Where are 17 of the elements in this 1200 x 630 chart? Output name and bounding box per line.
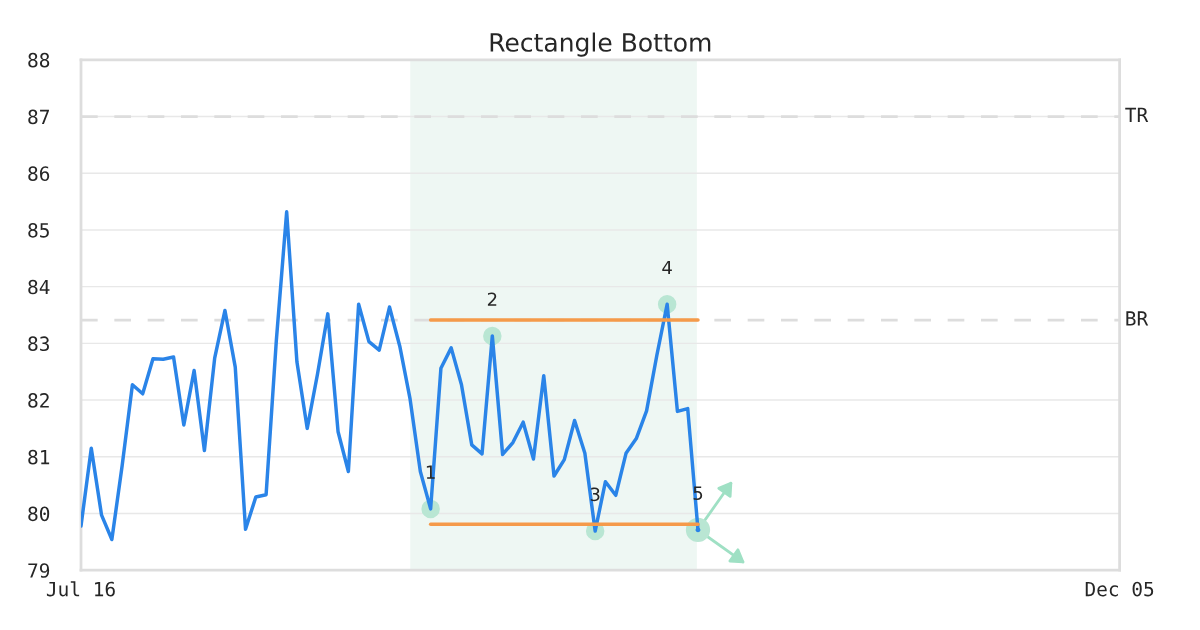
x-tick-label: Jul 16 <box>46 581 115 597</box>
ref-line-label: BR <box>1126 311 1149 326</box>
annotation: 4 <box>662 260 672 275</box>
y-tick-label: 85 <box>28 222 49 238</box>
y-tick-label: 87 <box>28 109 49 125</box>
y-tick-label: 83 <box>28 336 49 352</box>
y-tick-label: 84 <box>28 279 50 295</box>
y-tick-label: 88 <box>28 52 50 68</box>
y-tick-label: 79 <box>28 563 50 578</box>
y-tick-label: 81 <box>28 449 50 465</box>
y-tick-label: 80 <box>28 506 50 522</box>
x-tick-label: Dec 05 <box>1085 581 1154 597</box>
chart-title: Rectangle Bottom <box>490 32 711 57</box>
ref-line-label: TR <box>1125 107 1149 122</box>
y-tick-label: 82 <box>28 393 49 408</box>
annotation: 2 <box>487 292 497 306</box>
y-tick-label: 86 <box>28 166 50 181</box>
